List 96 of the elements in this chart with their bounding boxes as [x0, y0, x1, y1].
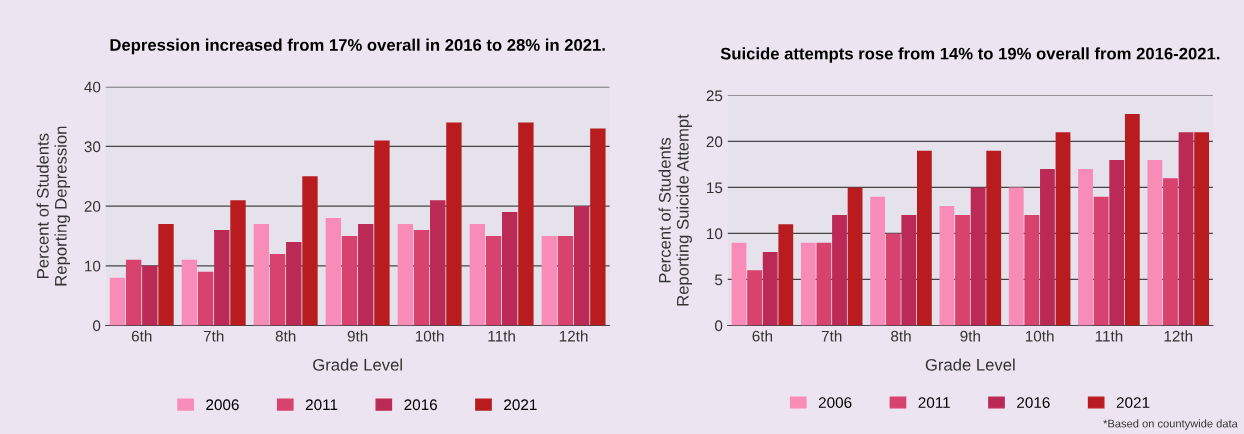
bar	[1093, 196, 1109, 326]
y-axis-title: Percent of Students Reporting Suicide Attempt	[658, 114, 692, 306]
bar	[917, 150, 932, 326]
x-tick-label: 9th	[960, 330, 980, 342]
bar	[847, 187, 863, 326]
bar	[970, 187, 986, 326]
bar	[197, 271, 214, 326]
y-tick-label: 40	[84, 81, 101, 93]
bar	[269, 253, 286, 326]
legend-label: 2016	[404, 399, 437, 411]
bar	[358, 224, 374, 326]
x-tick-label: 12th	[559, 330, 588, 342]
x-tick-label: 9th	[347, 330, 368, 342]
y-tick-label: 20	[84, 201, 101, 212]
bar	[446, 122, 462, 326]
bar	[573, 206, 590, 326]
bar	[341, 235, 358, 326]
bar	[1055, 132, 1071, 326]
bar	[1124, 113, 1140, 326]
x-tick-label: 10th	[1025, 330, 1054, 342]
x-tick-label: 7th	[821, 330, 842, 342]
legend-label: 2006	[206, 399, 239, 411]
bar	[1008, 187, 1024, 326]
bar	[302, 176, 318, 326]
x-tick-label: 7th	[203, 330, 224, 342]
bar	[939, 205, 955, 326]
bar	[816, 242, 832, 326]
bar	[469, 224, 485, 326]
bar	[762, 251, 778, 326]
y-axis-title: Percent of Students Reporting Depression	[36, 126, 70, 286]
bar	[230, 200, 246, 326]
bar	[747, 270, 762, 326]
x-tick-label: 6th	[752, 330, 773, 342]
legend-label: 2016	[1017, 397, 1050, 408]
bar	[1024, 215, 1040, 326]
bar	[1109, 159, 1125, 326]
bar	[181, 259, 198, 326]
bar	[901, 215, 917, 326]
bar	[397, 224, 414, 326]
text: *Based on countywide data	[1103, 419, 1238, 430]
bar	[1194, 132, 1210, 326]
bar	[885, 233, 901, 326]
bar	[485, 235, 502, 326]
bar	[778, 224, 794, 326]
bar	[1078, 169, 1093, 326]
bar	[832, 215, 847, 326]
y-tick-label: 0	[714, 320, 723, 332]
legend-label: 2011	[305, 399, 338, 411]
bar	[325, 218, 342, 326]
bar	[125, 259, 142, 326]
bar	[430, 200, 446, 326]
x-tick-label: 11th	[488, 330, 515, 342]
x-tick-label: 8th	[891, 330, 911, 342]
bar	[557, 235, 574, 326]
bar	[142, 265, 158, 326]
bar	[731, 242, 747, 326]
bar	[109, 277, 126, 326]
bar	[1163, 178, 1178, 326]
bar	[502, 212, 518, 326]
y-tick-label: 5	[714, 274, 723, 286]
x-tick-label: 10th	[415, 330, 444, 342]
bar	[986, 150, 1002, 326]
y-tick-label: 10	[85, 260, 101, 272]
bar	[158, 224, 174, 326]
chart-title: Depression increased from 17% overall in 2016 to 28% in 2021.	[110, 38, 605, 55]
x-tick-label: 8th	[275, 330, 296, 342]
bar	[374, 140, 390, 326]
y-tick-label: 20	[706, 136, 723, 148]
y-tick-label: 30	[84, 141, 101, 153]
bar	[1178, 132, 1194, 326]
y-tick-label: 25	[706, 90, 723, 102]
legend-label: 2021	[1116, 397, 1150, 408]
bar	[955, 215, 970, 326]
x-axis-title: Grade Level	[925, 358, 1015, 371]
bar	[413, 230, 430, 326]
x-axis-title: Grade Level	[313, 358, 402, 371]
bar	[590, 128, 606, 326]
chart-title: Suicide attempts rose from 14% to 19% overall from 2016-2021.	[720, 47, 1220, 63]
bar	[286, 241, 302, 326]
bar	[541, 235, 557, 326]
bar	[518, 122, 534, 326]
legend-label: 2021	[504, 399, 537, 411]
x-tick-label: 11th	[1095, 330, 1123, 342]
bar	[870, 196, 886, 326]
bar	[1147, 159, 1163, 326]
bar	[214, 230, 230, 326]
y-tick-label: 15	[707, 182, 723, 194]
y-tick-label: 0	[92, 320, 101, 332]
legend-label: 2006	[818, 397, 852, 408]
bar	[800, 242, 816, 326]
legend-label: 2011	[918, 397, 950, 408]
y-tick-label: 10	[707, 228, 723, 240]
x-tick-label: 6th	[131, 330, 152, 342]
bar	[253, 224, 270, 326]
x-tick-label: 12th	[1164, 330, 1193, 342]
bar	[1040, 169, 1055, 326]
